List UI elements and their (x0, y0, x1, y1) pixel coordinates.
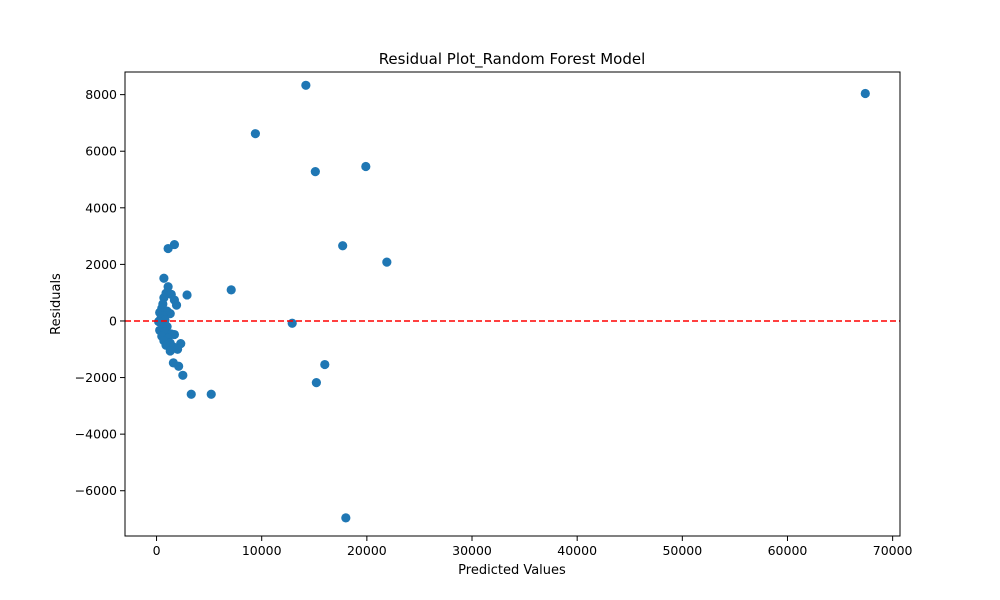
y-tick-label: 2000 (85, 257, 117, 272)
y-axis-ticks: −6000 −4000 −2000 0 2000 4000 6000 8000 (75, 87, 125, 498)
x-tick-label: 10000 (242, 543, 282, 558)
chart-title: Residual Plot_Random Forest Model (379, 50, 646, 69)
data-point (226, 285, 236, 295)
y-tick-label: 8000 (85, 87, 117, 102)
data-point (206, 389, 216, 399)
data-point (338, 241, 348, 251)
y-tick-label: −2000 (75, 370, 117, 385)
y-tick-label: 6000 (85, 144, 117, 159)
x-tick-label: 40000 (557, 543, 597, 558)
plot-frame (124, 71, 901, 537)
data-point (163, 243, 173, 254)
x-axis-label: Predicted Values (458, 563, 566, 578)
data-point (172, 344, 183, 354)
y-axis-label: Residuals (49, 273, 64, 335)
x-tick-label: 60000 (768, 543, 808, 558)
data-point (171, 300, 182, 310)
x-tick-label: 50000 (662, 543, 702, 558)
data-point (186, 389, 196, 399)
data-point (341, 513, 351, 523)
data-point (301, 80, 311, 90)
data-point (165, 346, 175, 356)
data-point (154, 316, 164, 327)
y-tick-label: 0 (109, 313, 117, 328)
y-tick-label: −4000 (75, 427, 117, 442)
x-tick-label: 70000 (873, 543, 913, 558)
data-point (159, 273, 169, 283)
data-point (165, 309, 175, 319)
data-point (860, 88, 870, 99)
data-point (174, 361, 184, 371)
x-axis-ticks: 0 10000 20000 30000 40000 50000 60000 70000 (153, 536, 913, 558)
data-point (310, 166, 320, 177)
x-tick-label: 30000 (452, 543, 492, 558)
data-point (250, 129, 260, 139)
data-point (182, 290, 192, 300)
data-point (311, 378, 321, 388)
data-point (361, 161, 371, 172)
data-point (382, 257, 392, 267)
data-points (154, 80, 870, 523)
data-point (178, 370, 188, 380)
plot-area (125, 72, 900, 536)
y-tick-label: −6000 (75, 483, 117, 498)
x-tick-label: 20000 (347, 543, 387, 558)
y-tick-label: 4000 (85, 200, 117, 215)
x-tick-label: 0 (153, 543, 161, 558)
data-point (320, 359, 330, 370)
data-point (287, 318, 297, 328)
